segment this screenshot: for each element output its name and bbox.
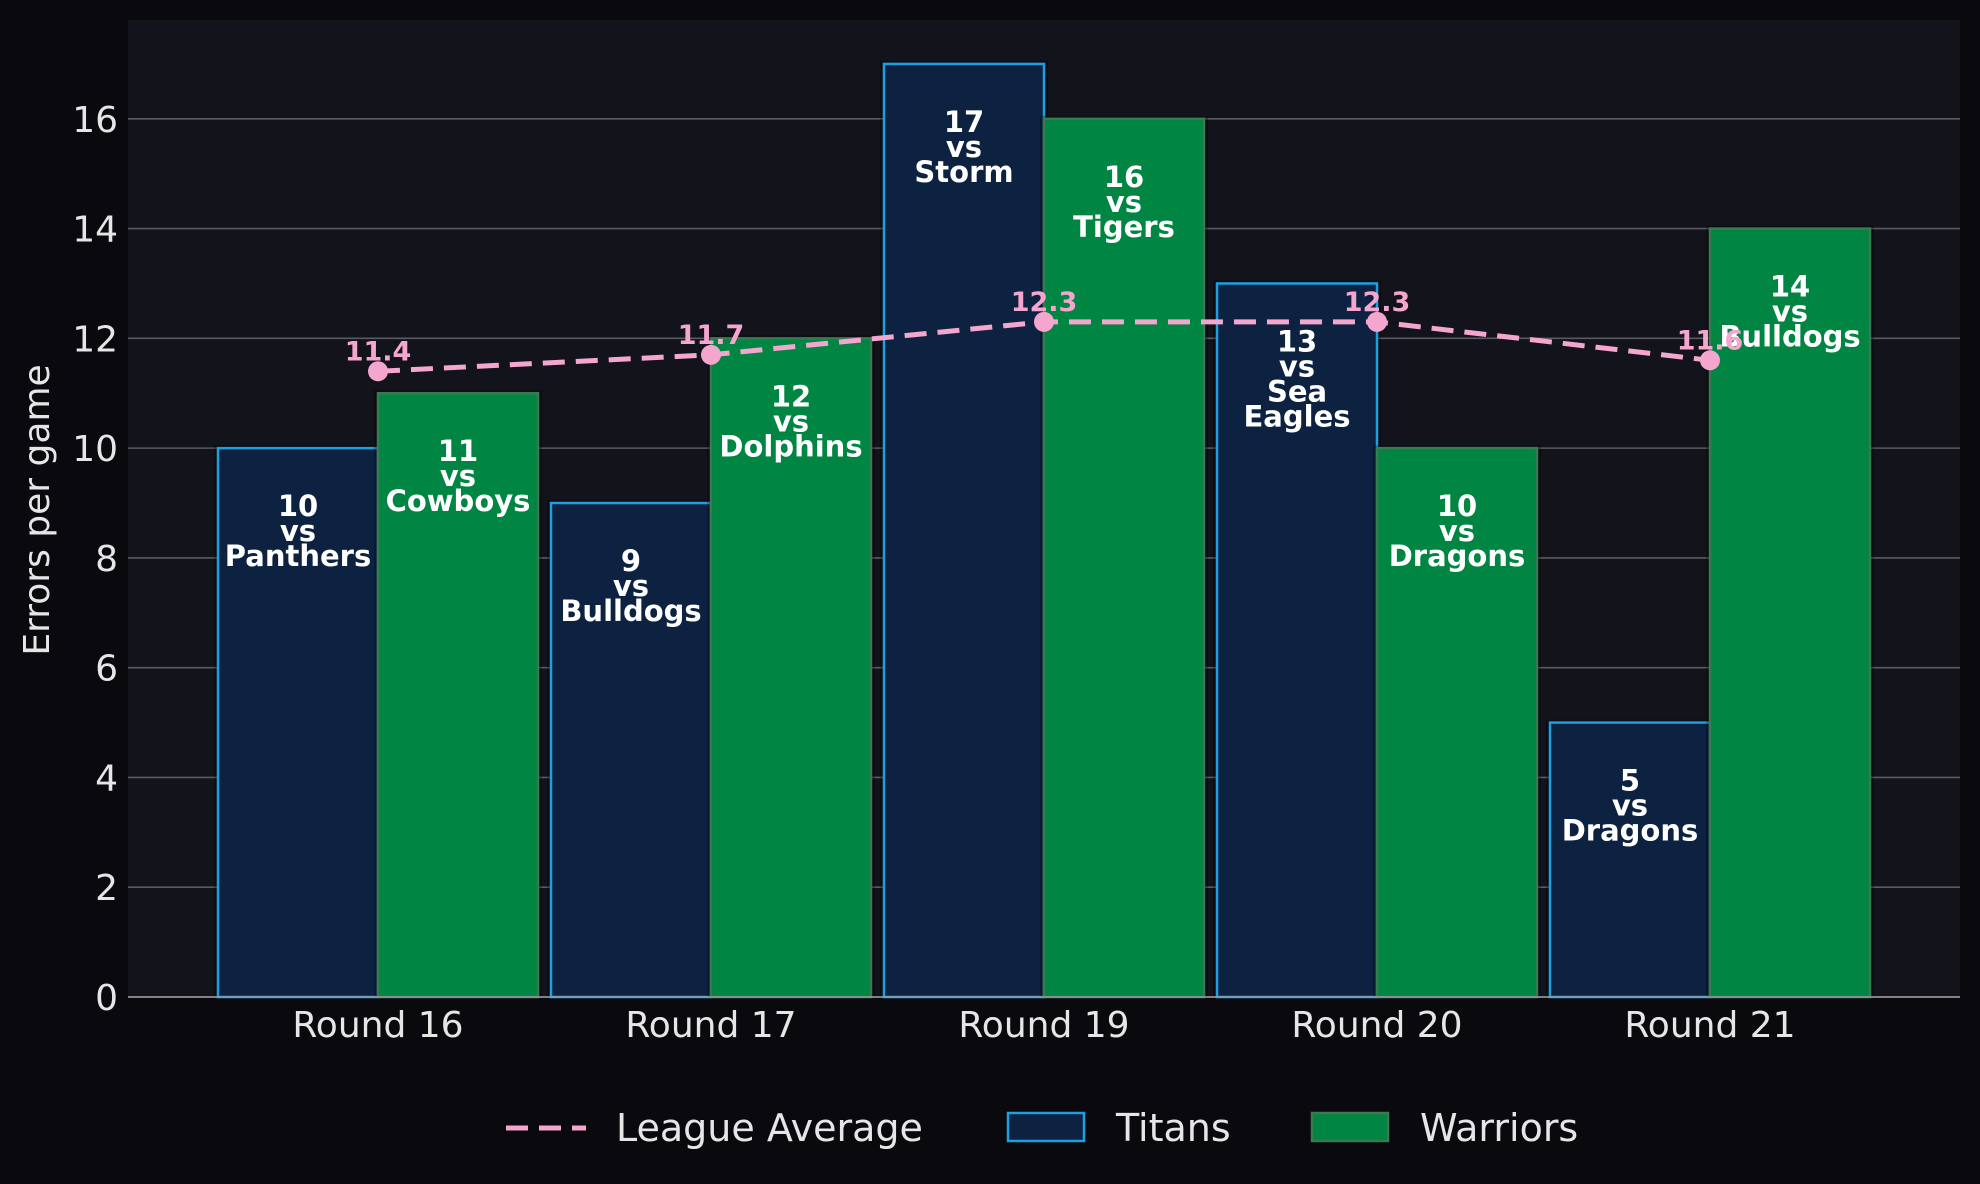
bar-titans (549, 501, 713, 999)
league-average-line: 11.4 11.7 12.3 12.3 11.6 (345, 287, 1744, 382)
bar-label: 16 (1104, 160, 1144, 194)
legend-swatch-warriors (1310, 1111, 1390, 1143)
league-average-point (1367, 311, 1387, 332)
bar-titans (1215, 282, 1379, 999)
bar-titans (882, 62, 1046, 999)
y-tick-label: 2 (95, 868, 118, 909)
bars (214, 60, 1874, 999)
bar-label: Bulldogs (1719, 320, 1860, 354)
y-tick-label: 12 (72, 319, 118, 360)
x-tick-label: Round 16 (292, 1005, 463, 1046)
bar-label: vs (280, 514, 316, 548)
x-tick-label: Round 21 (1624, 1005, 1795, 1046)
x-tick-label: Round 19 (958, 1005, 1129, 1046)
bar-warriors (1375, 446, 1539, 999)
league-average-label: 12.3 (1344, 287, 1411, 318)
bar-label: vs (1612, 789, 1648, 823)
bar-warriors (1708, 227, 1872, 999)
bar-label: vs (1106, 185, 1142, 219)
bar-label: Cowboys (386, 484, 531, 518)
bar-label: 17 (944, 105, 984, 139)
legend-label-league-average: League Average (616, 1106, 923, 1150)
league-average-label: 11.7 (678, 320, 745, 351)
x-axis-ticks: Round 16 Round 17 Round 19 Round 20 Round 21 (128, 996, 1960, 1046)
y-axis-label: Errors per game (17, 364, 58, 655)
y-tick-label: 0 (95, 978, 118, 1019)
bar-label: 5 (1620, 764, 1640, 798)
x-tick-label: Round 17 (625, 1005, 796, 1046)
bar-label: Tigers (1073, 210, 1175, 244)
bar-label: vs (946, 130, 982, 164)
legend-label-titans: Titans (1115, 1106, 1231, 1150)
bar-label: Panthers (225, 539, 371, 573)
bar-label: Sea (1267, 374, 1327, 408)
y-axis-ticks: 0 2 4 6 8 10 12 14 16 (72, 100, 118, 1019)
league-average-point (701, 344, 721, 365)
bar-label: 10 (1437, 489, 1477, 523)
x-tick-label: Round 20 (1291, 1005, 1462, 1046)
bar-label: Dolphins (719, 429, 862, 463)
bar-warriors (709, 337, 873, 999)
league-average-label: 11.4 (345, 336, 412, 367)
bar-label: vs (440, 459, 476, 493)
y-tick-label: 8 (95, 539, 118, 580)
league-average-label: 11.6 (1677, 325, 1744, 356)
y-tick-label: 4 (95, 758, 118, 799)
y-tick-label: 10 (72, 429, 118, 470)
bar-titans (1548, 721, 1712, 999)
bar-label: Storm (914, 155, 1013, 189)
bar-warriors (1042, 117, 1206, 999)
legend: League Average Titans Warriors (506, 1106, 1578, 1150)
league-average-point (368, 361, 388, 382)
bar-label: vs (1772, 295, 1808, 329)
bar-label: vs (773, 404, 809, 438)
league-average-point (1700, 350, 1720, 371)
y-tick-label: 6 (95, 649, 118, 690)
bar-label: Dragons (1562, 814, 1699, 848)
bar-label: vs (1439, 514, 1475, 548)
bar-label: 14 (1770, 270, 1810, 304)
bar-label: Dragons (1389, 539, 1526, 573)
bar-label: vs (613, 569, 649, 603)
bar-label: Bulldogs (560, 594, 701, 628)
bar-label: vs (1279, 349, 1315, 383)
league-average-label: 12.3 (1011, 287, 1078, 318)
y-tick-label: 16 (72, 100, 118, 141)
bar-label: 9 (621, 544, 641, 578)
bar-label: 10 (278, 489, 318, 523)
legend-swatch-titans (1006, 1111, 1086, 1143)
bar-label: 11 (438, 434, 478, 468)
bar-label: Eagles (1243, 399, 1350, 433)
league-average-point (1034, 311, 1054, 332)
bar-label: 12 (771, 379, 811, 413)
bar-titans (216, 446, 380, 999)
legend-label-warriors: Warriors (1420, 1106, 1578, 1150)
y-tick-label: 14 (72, 210, 118, 251)
bar-warriors (376, 391, 540, 999)
bar-label: 13 (1277, 324, 1317, 358)
